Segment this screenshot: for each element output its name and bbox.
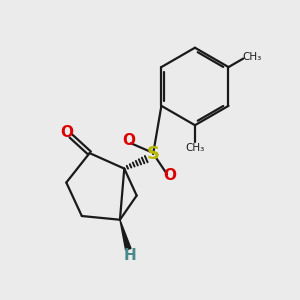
Text: O: O: [123, 133, 136, 148]
Text: CH₃: CH₃: [185, 143, 205, 154]
Text: H: H: [124, 248, 136, 263]
Text: CH₃: CH₃: [242, 52, 262, 62]
Text: O: O: [60, 125, 73, 140]
Polygon shape: [120, 220, 131, 250]
Text: S: S: [147, 145, 160, 163]
Text: O: O: [164, 168, 177, 183]
